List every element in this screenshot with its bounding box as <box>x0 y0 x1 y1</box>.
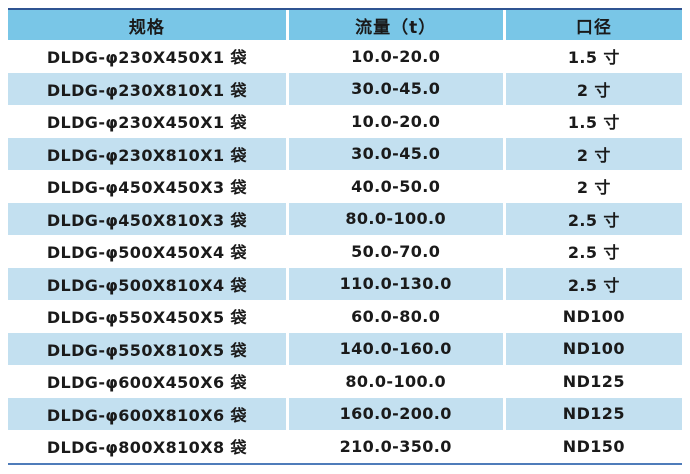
table-cell-flow: 210.0-350.0 <box>285 430 503 463</box>
table-row: DLDG-φ450X810X3 袋 80.0-100.0 2.5 寸 <box>8 202 682 235</box>
table-cell-spec: DLDG-φ550X810X5 袋 <box>46 340 247 360</box>
table-cell-caliber: ND150 <box>502 430 682 463</box>
table-cell-caliber: 2.5 寸 <box>502 202 682 235</box>
table-cell-spec: DLDG-φ600X810X6 袋 <box>46 405 247 425</box>
table-cell-caliber: 1.5 寸 <box>502 40 682 73</box>
table-cell-spec: DLDG-φ450X450X3 袋 <box>46 178 247 198</box>
table-cell-caliber: 2 寸 <box>502 137 682 170</box>
table-cell-flow: 60.0-80.0 <box>285 300 503 333</box>
table-cell-caliber: ND100 <box>502 300 682 333</box>
table-cell-caliber: 2.5 寸 <box>502 235 682 268</box>
spec-table: 规格 流量（t） 口径 DLDG-φ230X450X1 袋 10.0-20.0 1.… <box>8 8 682 465</box>
table-row: DLDG-φ230X810X1 袋 30.0-45.0 2 寸 <box>8 137 682 170</box>
table-row: DLDG-φ600X810X6 袋 160.0-200.0 ND125 <box>8 397 682 430</box>
table-cell-flow: 30.0-45.0 <box>285 72 503 105</box>
table-row: DLDG-φ230X450X1 袋 10.0-20.0 1.5 寸 <box>8 105 682 138</box>
table-cell-spec: DLDG-φ230X810X1 袋 <box>46 145 247 165</box>
table-cell-flow: 50.0-70.0 <box>285 235 503 268</box>
table-cell-spec: DLDG-φ500X810X4 袋 <box>46 275 247 295</box>
table-cell-flow: 80.0-100.0 <box>285 365 503 398</box>
table-cell-caliber: ND125 <box>502 397 682 430</box>
column-header-spec: 规格 <box>128 17 165 38</box>
table-cell-spec: DLDG-φ230X810X1 袋 <box>46 80 247 100</box>
table-cell-flow: 30.0-45.0 <box>285 137 503 170</box>
table-cell-flow: 10.0-20.0 <box>285 40 503 73</box>
table-cell-flow: 80.0-100.0 <box>285 202 503 235</box>
table-row: DLDG-φ230X450X1 袋 10.0-20.0 1.5 寸 <box>8 40 682 73</box>
table-cell-caliber: 2 寸 <box>502 170 682 203</box>
table-cell-caliber: 1.5 寸 <box>502 105 682 138</box>
table-cell-spec: DLDG-φ500X450X4 袋 <box>46 243 247 263</box>
column-header-flow: 流量（t） <box>285 10 503 40</box>
column-header-caliber: 口径 <box>502 10 682 40</box>
table-row: DLDG-φ230X810X1 袋 30.0-45.0 2 寸 <box>8 72 682 105</box>
table-cell-flow: 40.0-50.0 <box>285 170 503 203</box>
table-cell-flow: 10.0-20.0 <box>285 105 503 138</box>
table-cell-caliber: ND125 <box>502 365 682 398</box>
table-cell-spec: DLDG-φ600X450X6 袋 <box>46 373 247 393</box>
table-row: DLDG-φ500X450X4 袋 50.0-70.0 2.5 寸 <box>8 235 682 268</box>
table-cell-flow: 160.0-200.0 <box>285 397 503 430</box>
table-cell-caliber: ND100 <box>502 332 682 365</box>
table-cell-spec: DLDG-φ550X450X5 袋 <box>46 308 247 328</box>
table-cell-spec: DLDG-φ450X810X3 袋 <box>46 210 247 230</box>
table-header-row: 规格 流量（t） 口径 <box>8 8 682 40</box>
table-cell-spec: DLDG-φ230X450X1 袋 <box>46 113 247 133</box>
table-row: DLDG-φ450X450X3 袋 40.0-50.0 2 寸 <box>8 170 682 203</box>
table-cell-flow: 110.0-130.0 <box>285 267 503 300</box>
table-cell-spec: DLDG-φ800X810X8 袋 <box>46 438 247 458</box>
table-row: DLDG-φ600X450X6 袋 80.0-100.0 ND125 <box>8 365 682 398</box>
table-body: DLDG-φ230X450X1 袋 10.0-20.0 1.5 寸 DLDG-φ230… <box>8 40 682 463</box>
table-row: DLDG-φ500X810X4 袋 110.0-130.0 2.5 寸 <box>8 267 682 300</box>
table-cell-spec: DLDG-φ230X450X1 袋 <box>46 48 247 68</box>
table-cell-caliber: 2.5 寸 <box>502 267 682 300</box>
table-row: DLDG-φ800X810X8 袋 210.0-350.0 ND150 <box>8 430 682 463</box>
table-cell-caliber: 2 寸 <box>502 72 682 105</box>
table-row: DLDG-φ550X450X5 袋 60.0-80.0 ND100 <box>8 300 682 333</box>
table-row: DLDG-φ550X810X5 袋 140.0-160.0 ND100 <box>8 332 682 365</box>
table-cell-flow: 140.0-160.0 <box>285 332 503 365</box>
